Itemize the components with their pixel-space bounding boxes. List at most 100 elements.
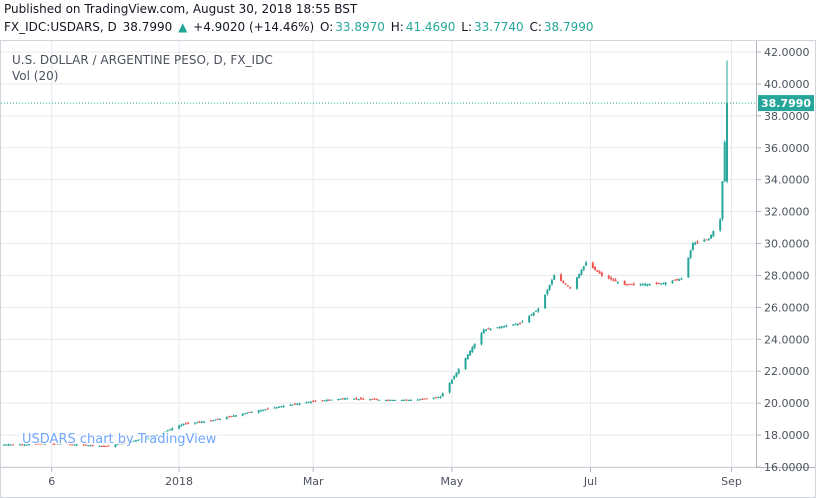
- candle-body: [664, 282, 667, 285]
- candle-body: [673, 279, 676, 281]
- candle-body: [312, 401, 315, 403]
- candle-body: [137, 439, 140, 441]
- candle-body: [546, 289, 549, 295]
- candle-body: [675, 278, 678, 280]
- candle-body: [530, 314, 533, 316]
- candle-body: [55, 443, 58, 445]
- candle-body: [453, 376, 456, 379]
- candle-body: [535, 310, 538, 312]
- open-label: O:: [320, 20, 334, 34]
- candlestick-series: [3, 60, 728, 448]
- candle-body: [68, 444, 71, 446]
- candle-body: [98, 445, 101, 447]
- candle-body: [282, 405, 285, 407]
- candle-body: [259, 410, 262, 412]
- candle-body: [400, 399, 403, 401]
- candle-body: [610, 277, 613, 280]
- open-value: 33.8970: [335, 20, 385, 34]
- candle-body: [537, 308, 540, 312]
- candle-body: [241, 413, 244, 416]
- candle-body: [353, 398, 356, 400]
- candle-body: [114, 444, 117, 447]
- chart-header: Published on TradingView.com, August 30,…: [0, 0, 816, 40]
- candle-body: [100, 445, 103, 447]
- candle-body: [266, 408, 269, 410]
- candle-body: [419, 399, 422, 401]
- candle-body: [550, 280, 553, 285]
- candle-body: [705, 239, 708, 241]
- candle-body: [514, 324, 517, 326]
- time-tick-label: 6: [48, 475, 55, 488]
- candle-body: [132, 440, 135, 442]
- candle-body: [148, 437, 151, 439]
- candle-body: [405, 399, 408, 401]
- candle-body: [655, 282, 658, 284]
- candle-body: [53, 443, 56, 445]
- candle-body: [23, 444, 26, 446]
- candle-body: [296, 403, 299, 405]
- price-tick-label: 24.0000: [764, 333, 810, 346]
- candle-body: [423, 398, 426, 400]
- candle-body: [228, 416, 231, 418]
- candle-body: [25, 444, 28, 446]
- candle-body: [344, 398, 347, 400]
- candle-body: [489, 328, 492, 331]
- candle-body: [409, 399, 412, 401]
- candle-body: [450, 379, 453, 384]
- candle-body: [73, 444, 76, 446]
- candle-body: [291, 404, 294, 406]
- candle-body: [34, 444, 37, 446]
- candle-body: [710, 234, 713, 239]
- candle-body: [234, 415, 237, 417]
- price-chart[interactable]: 16.0000 18.0000 20.0000 22.0000 24.0000 26.00…: [0, 40, 816, 498]
- candle-body: [171, 428, 174, 431]
- candle-body: [362, 398, 365, 400]
- candle-body: [375, 399, 378, 401]
- candle-body: [689, 250, 692, 258]
- candle-body: [82, 443, 85, 445]
- candle-body: [712, 231, 715, 236]
- candle-body: [721, 181, 724, 219]
- candle-body: [289, 404, 292, 406]
- candle-body: [471, 347, 474, 353]
- candle-body: [680, 278, 683, 280]
- candle-body: [162, 432, 165, 436]
- candle-body: [307, 401, 310, 403]
- candle-body: [164, 431, 167, 433]
- candle-body: [594, 267, 597, 270]
- price-tick-label: 40.0000: [764, 78, 810, 91]
- candle-body: [696, 241, 699, 243]
- candle-body: [484, 329, 487, 331]
- candle-body: [544, 294, 547, 309]
- candle-body: [703, 240, 706, 242]
- candle-body: [473, 343, 476, 348]
- candle-body: [12, 444, 15, 446]
- candle-body: [439, 396, 442, 399]
- watermark-link[interactable]: USDARS chart by TradingView: [21, 431, 219, 449]
- candle-body: [421, 398, 424, 400]
- price-tick-label: 28.0000: [764, 269, 810, 282]
- time-axis[interactable]: 6 2018 Mar May Jul Sep: [48, 467, 742, 488]
- candle-body: [469, 350, 472, 356]
- candle-body: [323, 400, 326, 402]
- candle-body: [182, 423, 185, 425]
- candle-body: [532, 312, 535, 315]
- change-up-arrow-icon: ▲: [178, 20, 188, 34]
- candle-body: [89, 445, 92, 447]
- candle-body: [9, 444, 12, 446]
- candle-body: [150, 436, 153, 438]
- candle-body: [662, 282, 665, 284]
- candle-body: [155, 434, 158, 437]
- candle-body: [193, 422, 196, 424]
- candle-body: [384, 399, 387, 401]
- last-price-tag-label: 38.7990: [761, 97, 811, 110]
- price-axis[interactable]: 16.0000 18.0000 20.0000 22.0000 24.0000 26.00…: [756, 46, 810, 474]
- candle-body: [503, 326, 506, 328]
- close-value: 38.7990: [543, 20, 594, 34]
- candle-body: [71, 444, 74, 446]
- candle-body: [309, 401, 312, 403]
- candle-body: [305, 402, 308, 404]
- candle-body: [487, 328, 490, 330]
- candle-body: [403, 399, 406, 401]
- candle-body: [723, 142, 726, 182]
